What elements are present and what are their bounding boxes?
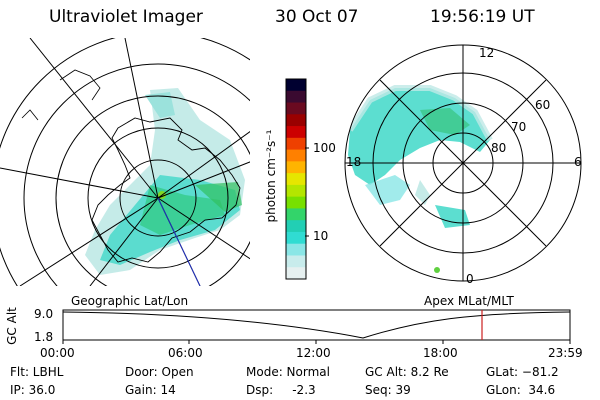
colorbar-band (286, 90, 306, 104)
mlt-label-6: 6 (574, 155, 582, 169)
colorbar-unit-label: photon cm⁻²s⁻¹ (264, 129, 278, 223)
colorbar-band (286, 102, 306, 115)
right-green-spot (434, 267, 440, 273)
altitude-plot (62, 309, 571, 344)
ip-status: IP: 36.0 (10, 383, 56, 397)
filter-status: Flt: LBHL (10, 365, 64, 379)
colorbar-band (286, 126, 306, 139)
terminator-line (157, 197, 201, 286)
colorbar-band (286, 173, 306, 186)
colorbar-band (286, 231, 306, 245)
gc-alt-status: GC Alt: 8.2 Re (365, 365, 449, 379)
colorbar-tick-label-10: 10 (313, 229, 329, 243)
colorbar-band (286, 114, 306, 127)
dsp-status: Dsp: -2.3 (246, 383, 316, 397)
glon-status: GLon: 34.6 (486, 383, 556, 397)
colorbar-band (286, 79, 306, 92)
altitude-curve (62, 311, 571, 339)
instrument-title: Ultraviolet Imager (49, 7, 203, 27)
time-tick-2359: 23:59 (548, 346, 583, 360)
right-map-label: Apex MLat/MLT (424, 294, 514, 308)
altitude-ylabel: GC Alt (4, 307, 19, 345)
mlt-label-0: 0 (466, 272, 474, 286)
date-label: 30 Oct 07 (275, 7, 359, 27)
colorbar-band (286, 208, 306, 221)
mlat-label-70: 70 (511, 120, 527, 134)
gain-status: Gain: 14 (125, 383, 176, 397)
colorbar-band (286, 196, 306, 209)
colorbar-band (286, 184, 306, 198)
colorbar (286, 79, 306, 280)
colorbar-band (286, 220, 306, 233)
colorbar-tick-label-100: 100 (313, 141, 336, 155)
time-label: 19:56:19 UT (430, 7, 535, 27)
mlt-label-12: 12 (479, 46, 495, 60)
mode-status: Mode: Normal (246, 365, 330, 379)
latitude-circles (0, 38, 250, 286)
seq-status: Seq: 39 (365, 383, 411, 397)
time-tick-1200: 12:00 (296, 346, 331, 360)
left-aurora-emission (85, 88, 245, 275)
colorbar-frame (285, 78, 307, 280)
altitude-ytick-1-8: 1.8 (34, 330, 54, 344)
time-tick-0600: 06:00 (168, 346, 203, 360)
colorbar-band (286, 137, 306, 151)
apex-map (344, 44, 582, 282)
geographic-map (0, 38, 250, 286)
altitude-ytick-9: 9.0 (34, 307, 54, 321)
time-tick-0000: 00:00 (40, 346, 75, 360)
left-map-label: Geographic Lat/Lon (71, 294, 189, 308)
mlat-label-60: 60 (535, 98, 551, 112)
colorbar-band (286, 255, 306, 268)
glat-status: GLat: −81.2 (486, 365, 559, 379)
mlt-label-18: 18 (346, 155, 362, 169)
colorbar-band (286, 267, 306, 280)
meridians (0, 38, 250, 286)
colorbar-band (286, 149, 306, 162)
time-tick-1800: 18:00 (423, 346, 458, 360)
door-status: Door: Open (125, 365, 194, 379)
colorbar-band (286, 243, 306, 256)
coastline (91, 117, 241, 263)
colorbar-band (286, 161, 306, 174)
mlat-label-80: 80 (491, 141, 507, 155)
